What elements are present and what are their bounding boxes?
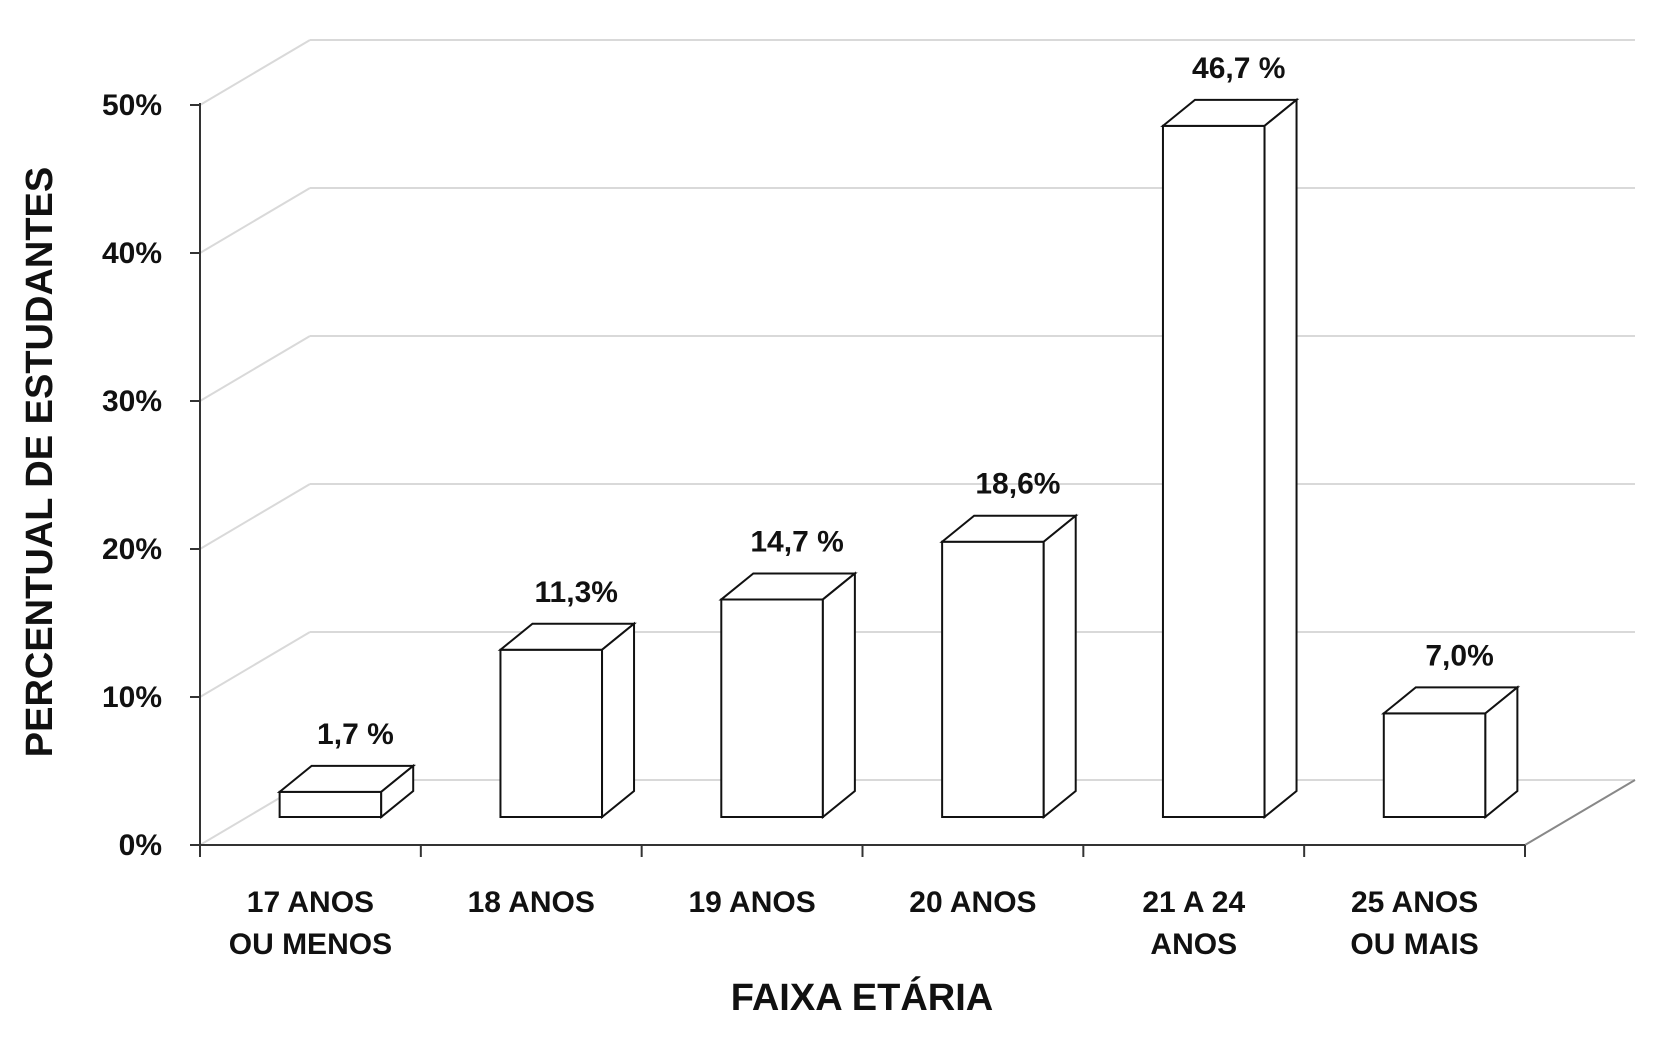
gridline-side bbox=[199, 335, 311, 402]
data-labels: 1,7 % 11,3% 14,7 % 18,6% 46,7 % 7,0% bbox=[317, 52, 1494, 751]
bar-side-face bbox=[821, 571, 856, 820]
data-label: 46,7 % bbox=[1192, 52, 1285, 85]
category-label: 17 ANOS bbox=[247, 886, 374, 919]
bar bbox=[497, 621, 637, 820]
x-axis-title: FAIXA ETÁRIA bbox=[731, 975, 994, 1019]
bar-side-face bbox=[380, 763, 415, 820]
bar-side-face bbox=[1042, 513, 1077, 820]
data-label: 1,7 % bbox=[317, 718, 394, 751]
bar bbox=[939, 513, 1079, 820]
x-tick-labels: 17 ANOS OU MENOS 18 ANOS 19 ANOS 20 ANOS 21 A… bbox=[229, 886, 1479, 961]
gridline-side bbox=[199, 483, 311, 550]
bar-front-face bbox=[941, 540, 1045, 818]
bar-front-face bbox=[720, 598, 824, 818]
data-label: 7,0% bbox=[1425, 639, 1493, 672]
y-tick-label: 30% bbox=[102, 385, 162, 418]
bar-side-face bbox=[1263, 97, 1298, 820]
y-tick-label: 20% bbox=[102, 533, 162, 566]
bar-front-face bbox=[1382, 712, 1487, 819]
gridline-side bbox=[199, 631, 311, 698]
category-label: ANOS bbox=[1150, 928, 1237, 961]
category-label: 21 A 24 bbox=[1142, 886, 1245, 919]
bar-front-face bbox=[499, 648, 604, 819]
category-label: 19 ANOS bbox=[688, 886, 815, 919]
gridline-side bbox=[199, 187, 311, 254]
axes bbox=[190, 103, 1526, 857]
data-label: 14,7 % bbox=[750, 525, 843, 558]
y-tick-label: 0% bbox=[119, 829, 162, 862]
gridline-side bbox=[199, 39, 311, 106]
y-tick-label: 50% bbox=[102, 89, 162, 122]
data-label: 18,6% bbox=[975, 468, 1060, 501]
y-axis-title: PERCENTUAL DE ESTUDANTES bbox=[19, 167, 61, 757]
data-label: 11,3% bbox=[535, 576, 618, 609]
bar-front-face bbox=[278, 790, 383, 819]
bar bbox=[1380, 685, 1521, 820]
bar-front-face bbox=[1161, 124, 1266, 818]
bar-side-face bbox=[1484, 685, 1519, 820]
y-tick-labels: 0% 10% 20% 30% 40% 50% bbox=[102, 89, 162, 862]
category-label: 25 ANOS bbox=[1351, 886, 1478, 919]
bar bbox=[276, 763, 417, 820]
bar bbox=[1160, 97, 1300, 820]
bar-side-face bbox=[601, 621, 636, 820]
bars bbox=[276, 97, 1521, 820]
category-label: OU MAIS bbox=[1350, 928, 1478, 961]
y-tick-label: 10% bbox=[102, 681, 162, 714]
category-label: 18 ANOS bbox=[468, 886, 595, 919]
category-label: OU MENOS bbox=[229, 928, 392, 961]
floor-right-edge bbox=[1524, 779, 1636, 846]
y-tick-label: 40% bbox=[102, 237, 162, 270]
category-label: 20 ANOS bbox=[909, 886, 1036, 919]
bar bbox=[718, 571, 858, 820]
